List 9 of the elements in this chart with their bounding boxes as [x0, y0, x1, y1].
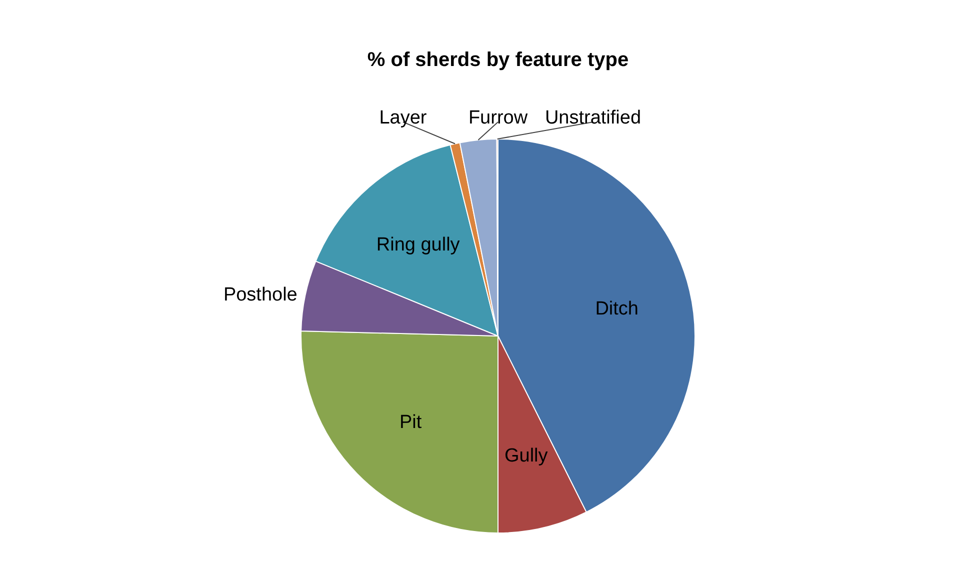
- slice-label: Unstratified: [544, 108, 642, 129]
- slice-label: Ring gully: [376, 234, 460, 256]
- slice-label: Furrow: [468, 108, 528, 129]
- slice-label: Posthole: [223, 284, 298, 306]
- chart-title: % of sherds by feature type: [367, 49, 629, 71]
- slice-label: Ditch: [595, 298, 639, 320]
- slice-label: Layer: [379, 108, 428, 129]
- slice-label: Pit: [399, 412, 422, 433]
- slice-label: Gully: [504, 446, 548, 467]
